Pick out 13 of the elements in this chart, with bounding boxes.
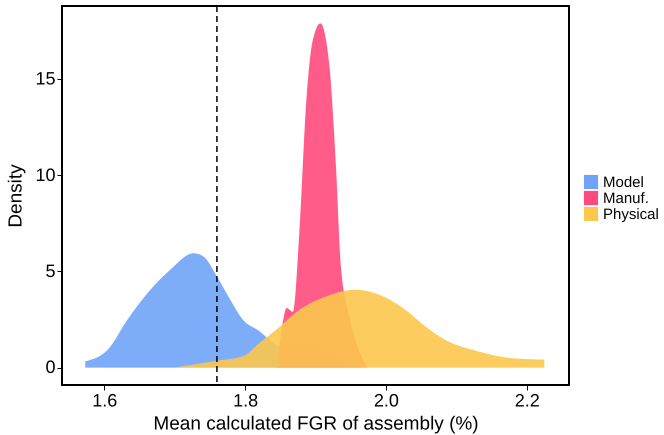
y-tick-label: 5	[45, 260, 56, 281]
y-tick-label: 15	[35, 68, 56, 89]
x-tick-label: 2.2	[514, 390, 540, 410]
y-tick-label: 0	[45, 357, 56, 378]
legend-label: Physical	[603, 206, 659, 223]
legend-label: Model	[603, 174, 644, 191]
legend-label: Manuf.	[603, 190, 649, 207]
y-tick-label: 10	[35, 164, 56, 185]
y-axis-title: Density	[5, 164, 26, 228]
x-tick-label: 1.8	[233, 390, 258, 410]
x-tick-label: 2.0	[374, 390, 399, 410]
x-axis-title: Mean calculated FGR of assembly (%)	[153, 414, 479, 434]
x-tick-label: 1.6	[92, 390, 118, 410]
